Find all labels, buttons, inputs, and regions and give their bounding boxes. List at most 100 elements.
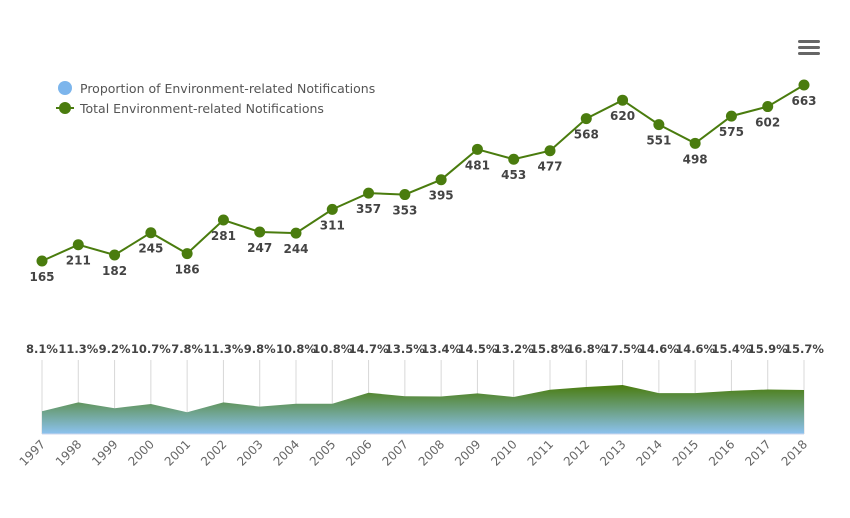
proportion-label-2015: 14.6% xyxy=(675,342,715,356)
proportion-label-2009: 14.5% xyxy=(457,342,497,356)
total-label-2011: 477 xyxy=(537,160,562,174)
total-point-2011[interactable] xyxy=(544,145,556,157)
total-label-2014: 551 xyxy=(646,134,671,148)
x-tick-2016: 2016 xyxy=(706,437,737,468)
proportion-label-2008: 13.4% xyxy=(421,342,461,356)
total-point-2002[interactable] xyxy=(217,214,229,226)
proportion-label-2010: 13.2% xyxy=(494,342,534,356)
proportion-label-2007: 13.5% xyxy=(385,342,425,356)
total-label-2001: 186 xyxy=(175,263,200,277)
proportion-label-2004: 10.8% xyxy=(276,342,316,356)
x-tick-1998: 1998 xyxy=(53,437,84,468)
x-tick-2005: 2005 xyxy=(307,437,338,468)
proportion-label-2002: 11.3% xyxy=(203,342,243,356)
total-label-2017: 602 xyxy=(755,116,780,130)
total-point-2005[interactable] xyxy=(326,203,338,215)
x-tick-2003: 2003 xyxy=(234,437,265,468)
proportion-area[interactable] xyxy=(42,385,804,434)
total-label-1998: 211 xyxy=(66,254,91,268)
hamburger-menu-icon[interactable] xyxy=(798,40,820,58)
total-point-2013[interactable] xyxy=(617,94,629,106)
legend-item-proportion[interactable]: Proportion of Environment-related Notifi… xyxy=(56,78,375,98)
total-point-2010[interactable] xyxy=(508,153,520,165)
total-label-2002: 281 xyxy=(211,229,236,243)
x-tick-2012: 2012 xyxy=(561,437,592,468)
total-label-2010: 453 xyxy=(501,168,526,182)
proportion-label-2014: 14.6% xyxy=(639,342,679,356)
total-point-2015[interactable] xyxy=(689,137,701,149)
proportion-label-2013: 17.5% xyxy=(603,342,643,356)
total-label-2004: 244 xyxy=(283,242,308,256)
total-point-2009[interactable] xyxy=(471,143,483,155)
x-tick-1999: 1999 xyxy=(89,437,120,468)
total-label-1997: 165 xyxy=(29,270,54,284)
proportion-label-2017: 15.9% xyxy=(748,342,788,356)
total-point-1998[interactable] xyxy=(72,239,84,251)
total-label-2015: 498 xyxy=(683,152,708,166)
total-point-2008[interactable] xyxy=(435,174,447,186)
proportion-label-2018: 15.7% xyxy=(784,342,824,356)
x-tick-2000: 2000 xyxy=(125,437,156,468)
proportion-label-2011: 15.8% xyxy=(530,342,570,356)
x-tick-2004: 2004 xyxy=(271,437,302,468)
total-label-2016: 575 xyxy=(719,125,744,139)
total-label-1999: 182 xyxy=(102,264,127,278)
total-label-2000: 245 xyxy=(138,242,163,256)
total-label-2012: 568 xyxy=(574,128,599,142)
total-point-1999[interactable] xyxy=(109,249,121,261)
x-tick-2010: 2010 xyxy=(488,437,519,468)
x-tick-2017: 2017 xyxy=(742,437,773,468)
proportion-label-2006: 14.7% xyxy=(349,342,389,356)
x-tick-2018: 2018 xyxy=(779,437,810,468)
proportion-label-1999: 9.2% xyxy=(99,342,131,356)
proportion-label-2016: 15.4% xyxy=(711,342,751,356)
legend-label: Total Environment-related Notifications xyxy=(80,100,324,116)
legend-item-total[interactable]: Total Environment-related Notifications xyxy=(56,98,375,118)
total-point-2017[interactable] xyxy=(762,101,774,113)
total-label-2007: 353 xyxy=(392,204,417,218)
proportion-label-2000: 10.7% xyxy=(131,342,171,356)
total-point-2018[interactable] xyxy=(798,79,810,91)
total-point-2001[interactable] xyxy=(181,248,193,260)
total-label-2005: 311 xyxy=(320,218,345,232)
total-point-2003[interactable] xyxy=(254,226,266,238)
x-tick-2013: 2013 xyxy=(597,437,628,468)
x-tick-2015: 2015 xyxy=(670,437,701,468)
legend-label: Proportion of Environment-related Notifi… xyxy=(80,80,376,96)
x-tick-2008: 2008 xyxy=(416,437,447,468)
legend-line-marker-icon xyxy=(56,101,74,115)
proportion-label-1997: 8.1% xyxy=(26,342,58,356)
menu-bar xyxy=(798,46,820,49)
proportion-data-labels: 8.1% 11.3% 9.2% 10.7% 7.8% 11.3% 9.8% 10.8%10.8… xyxy=(26,342,824,356)
total-label-2006: 357 xyxy=(356,202,381,216)
total-point-2007[interactable] xyxy=(399,189,411,201)
total-point-1997[interactable] xyxy=(36,255,48,267)
total-notifications-line[interactable] xyxy=(41,84,805,262)
total-label-2008: 395 xyxy=(429,189,454,203)
proportion-label-2005: 10.8% xyxy=(312,342,352,356)
x-axis-tick-labels: 1997 1998 1999 2000 2001 2002 2003 2004 2005 2006… xyxy=(17,437,810,468)
legend: Proportion of Environment-related Notifi… xyxy=(56,78,375,118)
x-tick-2009: 2009 xyxy=(452,437,483,468)
x-tick-2011: 2011 xyxy=(525,437,556,468)
total-point-2016[interactable] xyxy=(725,110,737,122)
proportion-label-2012: 16.8% xyxy=(566,342,606,356)
total-point-2006[interactable] xyxy=(363,187,375,199)
total-point-2014[interactable] xyxy=(653,119,665,131)
legend-circle-icon xyxy=(56,81,74,95)
x-tick-2014: 2014 xyxy=(633,437,664,468)
total-label-2013: 620 xyxy=(610,109,635,123)
total-label-2003: 247 xyxy=(247,241,272,255)
total-point-2000[interactable] xyxy=(145,227,157,239)
total-notifications-points[interactable] xyxy=(36,79,810,267)
x-tick-2006: 2006 xyxy=(343,437,374,468)
x-tick-1997: 1997 xyxy=(17,437,48,468)
x-tick-2002: 2002 xyxy=(198,437,229,468)
total-point-2004[interactable] xyxy=(290,227,302,239)
x-tick-2007: 2007 xyxy=(379,437,410,468)
total-point-2012[interactable] xyxy=(580,113,592,125)
total-notifications-data-labels: 165 211 182 245 186 281 247 244 311 357 353 395 481 4… xyxy=(29,94,816,284)
total-label-2009: 481 xyxy=(465,158,490,172)
proportion-label-2001: 7.8% xyxy=(171,342,203,356)
